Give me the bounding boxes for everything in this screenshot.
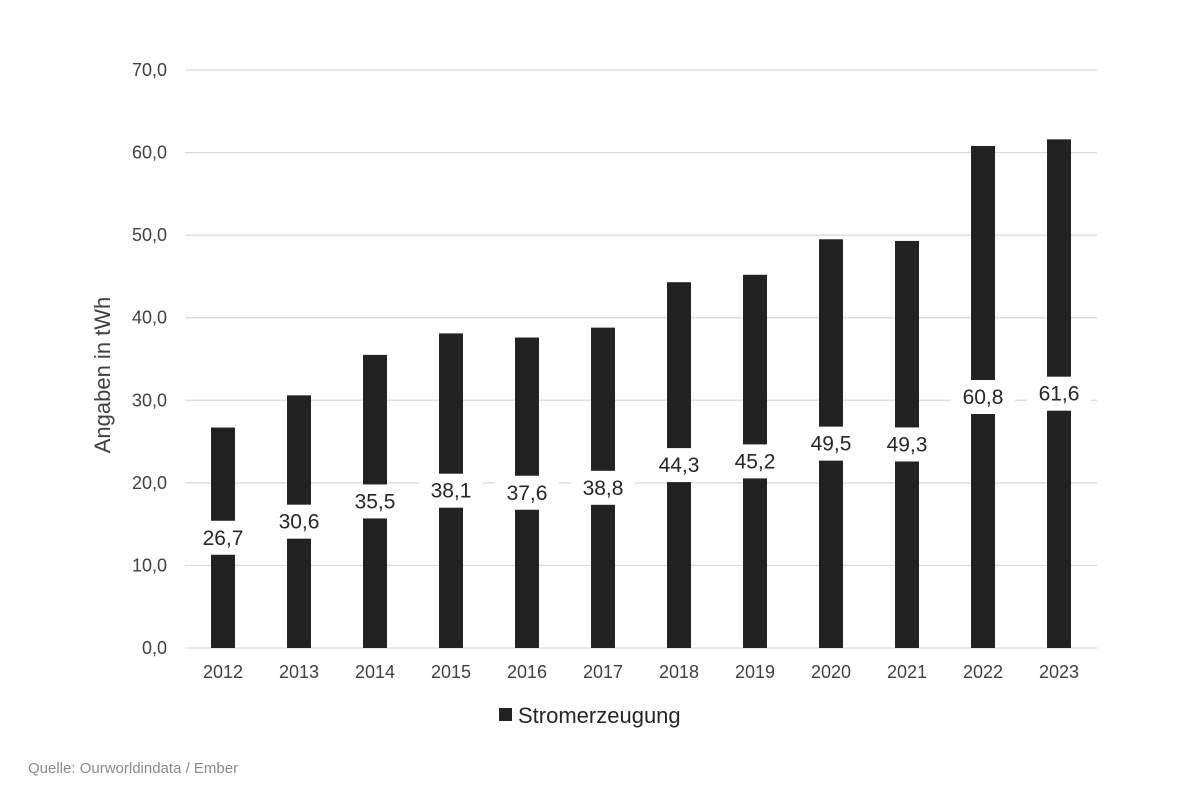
data-label-background — [343, 484, 407, 519]
y-tick-label: 70,0 — [132, 60, 167, 80]
x-tick-label: 2013 — [279, 662, 319, 682]
y-tick-label: 50,0 — [132, 225, 167, 245]
data-label-background — [1027, 376, 1091, 411]
x-tick-label: 2023 — [1039, 662, 1079, 682]
y-axis-title: Angaben in tWh — [90, 297, 115, 454]
data-label: 49,5 — [811, 433, 852, 456]
data-label-background — [267, 504, 331, 539]
data-label-background — [647, 448, 711, 483]
x-tick-label: 2012 — [203, 662, 243, 682]
y-axis-ticks: 0,0 10,0 20,0 30,0 40,0 50,0 60,0 70,0 — [132, 60, 167, 658]
data-label: 37,6 — [507, 482, 548, 505]
data-labels: 26,7 30,6 35,5 38,1 37,6 38,8 44,3 45,2 49,5 49,3… — [191, 376, 1091, 555]
data-label-background — [875, 427, 939, 462]
data-label: 38,8 — [583, 477, 624, 500]
data-label-background — [571, 470, 635, 505]
data-label-background — [723, 444, 787, 479]
x-tick-label: 2015 — [431, 662, 471, 682]
data-label: 61,6 — [1039, 383, 1080, 406]
data-label-background — [191, 520, 255, 555]
x-tick-label: 2022 — [963, 662, 1003, 682]
y-tick-label: 40,0 — [132, 308, 167, 328]
data-label: 49,3 — [887, 433, 928, 456]
data-label: 35,5 — [355, 490, 396, 513]
data-label-background — [495, 475, 559, 510]
legend: Stromerzeugung — [499, 703, 681, 728]
y-tick-label: 60,0 — [132, 143, 167, 163]
data-label-background — [951, 379, 1015, 414]
data-label-background — [799, 426, 863, 461]
data-label: 38,1 — [431, 480, 472, 503]
data-label: 30,6 — [279, 511, 320, 534]
bars — [211, 139, 1071, 649]
data-label: 44,3 — [659, 454, 700, 477]
legend-swatch — [499, 708, 512, 721]
x-tick-label: 2017 — [583, 662, 623, 682]
x-tick-label: 2019 — [735, 662, 775, 682]
y-tick-label: 0,0 — [142, 638, 167, 658]
x-tick-label: 2014 — [355, 662, 395, 682]
y-tick-label: 30,0 — [132, 390, 167, 410]
legend-label: Stromerzeugung — [518, 703, 681, 728]
x-tick-label: 2020 — [811, 662, 851, 682]
x-axis-ticks: 2012 2013 2014 2015 2016 2017 2018 2019 2020 2021… — [203, 662, 1079, 682]
x-tick-label: 2018 — [659, 662, 699, 682]
data-label: 26,7 — [203, 527, 244, 550]
data-label: 45,2 — [735, 450, 776, 473]
source-note: Quelle: Ourworldindata / Ember — [28, 760, 239, 777]
x-tick-label: 2021 — [887, 662, 927, 682]
x-tick-label: 2016 — [507, 662, 547, 682]
y-tick-label: 10,0 — [132, 555, 167, 575]
y-tick-label: 20,0 — [132, 473, 167, 493]
gridlines — [185, 69, 1097, 649]
data-label-background — [419, 473, 483, 508]
data-label: 60,8 — [963, 386, 1004, 409]
